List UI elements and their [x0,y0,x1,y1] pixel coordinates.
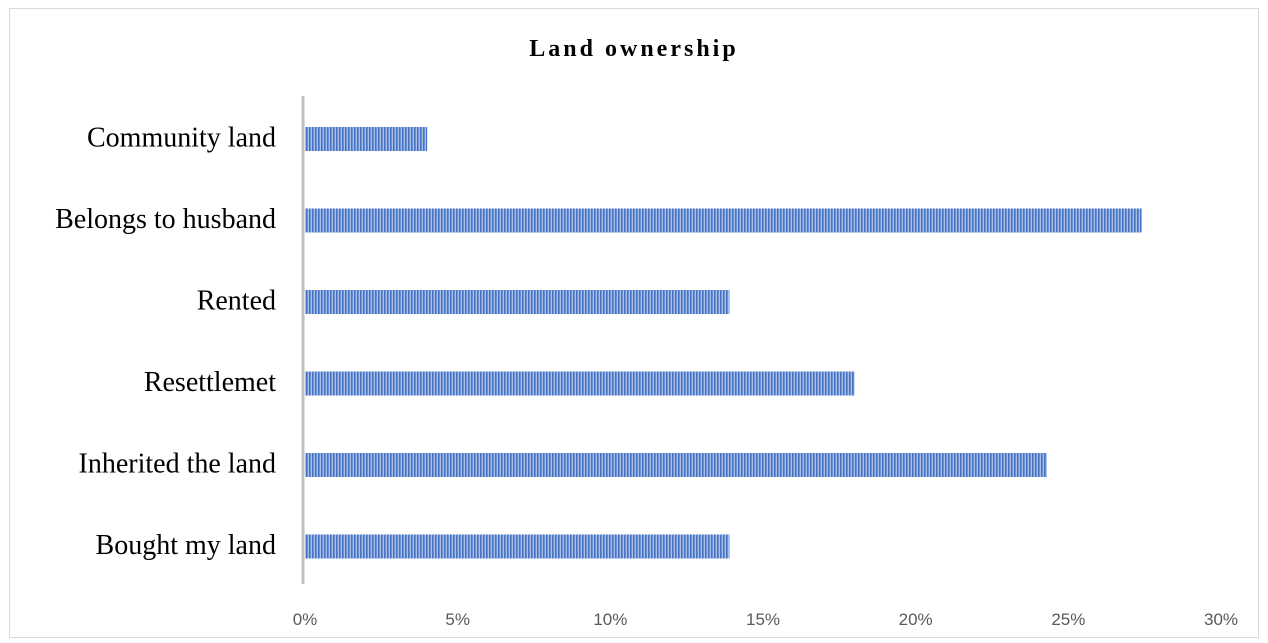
bar [305,534,730,559]
bar [305,127,428,151]
x-tick-label: 0% [293,610,318,629]
category-label: Inherited the land [79,448,276,479]
bar [305,208,1142,233]
x-tick-label: 10% [593,610,627,629]
x-tick-label: 20% [899,610,933,629]
bar [305,453,1047,477]
category-label: Rented [197,285,276,316]
category-label: Resettlemet [144,367,276,398]
chart-title: Land ownership [529,36,739,62]
category-label: Bought my land [96,530,276,561]
bar [305,290,730,314]
x-tick-label: 25% [1051,610,1085,629]
x-tick-label: 15% [746,610,780,629]
x-tick-label: 30% [1204,610,1238,629]
category-label: Community land [87,122,276,153]
bar [305,371,855,396]
category-label: Belongs to husband [55,204,276,235]
chart-area [9,8,1259,638]
x-tick-label: 5% [445,610,470,629]
